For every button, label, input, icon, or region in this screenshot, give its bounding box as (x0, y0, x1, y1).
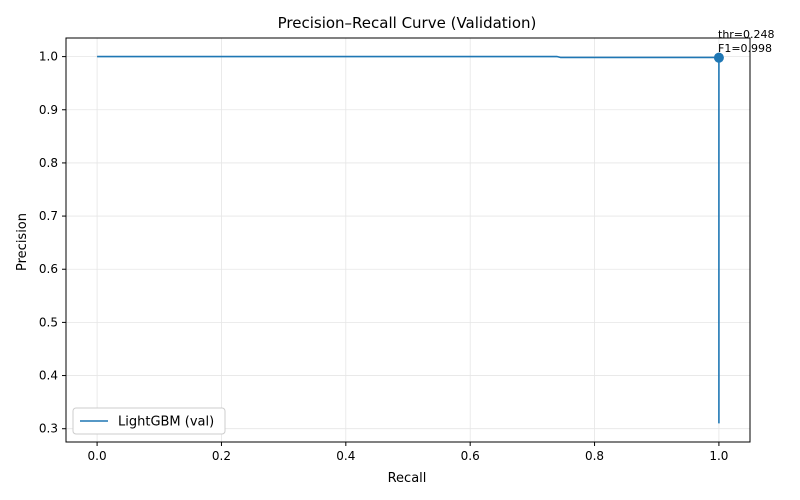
y-tick-label: 0.9 (39, 103, 58, 117)
y-tick-label: 0.4 (39, 369, 58, 383)
x-tick-label: 0.4 (336, 449, 355, 463)
x-tick-label: 0.0 (88, 449, 107, 463)
pr-curve-line (97, 55, 720, 424)
chart-title: Precision–Recall Curve (Validation) (278, 14, 537, 32)
best-threshold-point (713, 52, 724, 63)
y-tick-label: 0.7 (39, 209, 58, 223)
threshold-annotation: thr=0.248 F1=0.998 (718, 28, 775, 55)
y-tick-label: 1.0 (39, 50, 58, 64)
f1-label: F1=0.998 (718, 42, 772, 55)
plot-frame (65, 37, 751, 443)
legend-label: LightGBM (val) (118, 415, 214, 430)
threshold-label: thr=0.248 (718, 28, 775, 41)
ticks: 0.0 0.2 0.4 0.6 0.8 1.0 0.3 0.4 0.5 0.6 0.7 0.8 0.9 1… (39, 50, 729, 463)
y-axis-label: Precision (15, 213, 30, 271)
x-tick-label: 1.0 (709, 449, 728, 463)
x-tick-label: 0.2 (212, 449, 231, 463)
y-tick-label: 0.3 (39, 422, 58, 436)
legend-box (72, 407, 226, 435)
y-tick-label: 0.5 (39, 315, 58, 329)
x-tick-label: 0.8 (585, 449, 604, 463)
legend: LightGBM (val) (72, 407, 226, 435)
y-tick-label: 0.8 (39, 156, 58, 170)
x-tick-label: 0.6 (461, 449, 480, 463)
series-layer (97, 52, 724, 424)
x-axis-label: Recall (388, 471, 427, 486)
y-tick-label: 0.6 (39, 262, 58, 276)
